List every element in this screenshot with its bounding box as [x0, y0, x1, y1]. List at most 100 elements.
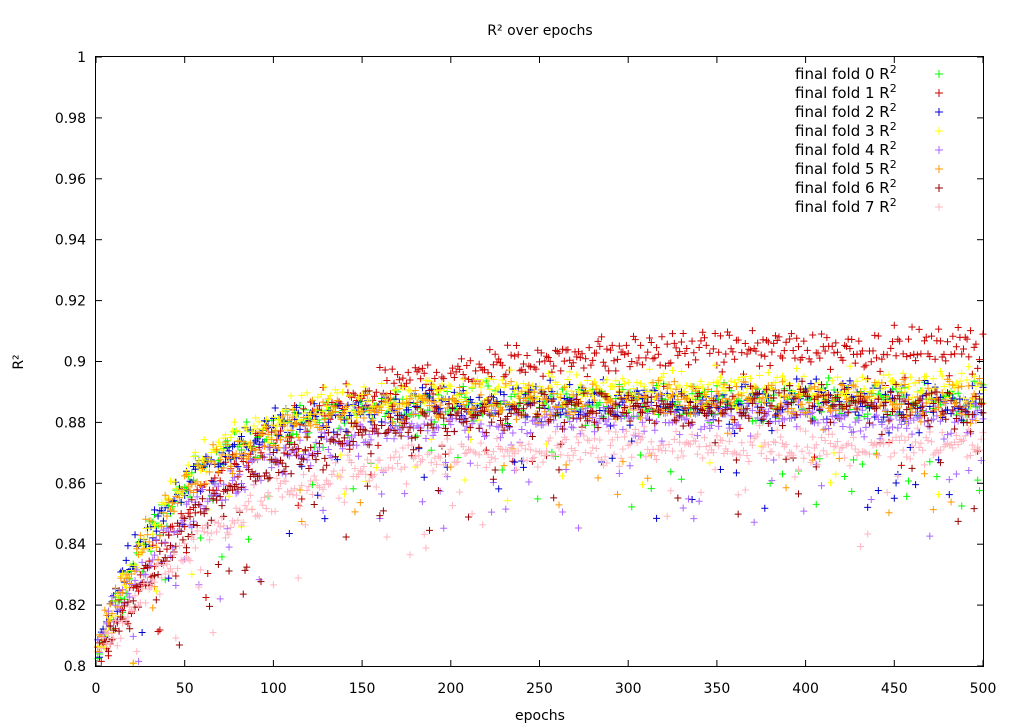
data-point [433, 403, 441, 411]
data-point [715, 442, 723, 450]
data-point [401, 490, 409, 498]
data-point [874, 415, 882, 423]
data-point [541, 452, 549, 460]
data-point [926, 428, 934, 436]
data-point [674, 351, 682, 359]
data-point [747, 432, 755, 440]
data-point [374, 429, 382, 437]
data-point [800, 337, 808, 345]
data-point [899, 375, 907, 383]
data-point [243, 563, 251, 571]
data-point [784, 400, 792, 408]
data-point [949, 332, 957, 340]
data-point [697, 488, 705, 496]
data-point [660, 441, 668, 449]
data-point [583, 400, 591, 408]
data-point [798, 354, 806, 362]
data-point [674, 494, 682, 502]
data-point [640, 423, 648, 431]
data-point [441, 395, 449, 403]
data-point [367, 450, 375, 458]
data-point [138, 548, 146, 556]
data-point [518, 426, 526, 434]
legend-marker [935, 165, 943, 173]
data-point [775, 451, 783, 459]
data-point [759, 394, 767, 402]
data-point [775, 412, 783, 420]
data-point [958, 369, 966, 377]
data-point [747, 346, 755, 354]
data-point [919, 387, 927, 395]
data-point [791, 473, 799, 481]
y-tick-label: 0.8 [64, 659, 86, 675]
data-point [225, 543, 233, 551]
data-point [285, 433, 293, 441]
data-point [395, 405, 403, 413]
data-point [445, 381, 453, 389]
data-point [369, 427, 377, 435]
data-point [614, 413, 622, 421]
data-point [837, 401, 845, 409]
data-point [622, 396, 630, 404]
data-point [161, 554, 169, 562]
data-point [621, 404, 629, 412]
data-point [127, 581, 135, 589]
data-point [337, 415, 345, 423]
data-point [897, 420, 905, 428]
data-point [436, 410, 444, 418]
data-point [402, 399, 410, 407]
data-point [468, 405, 476, 413]
data-point [401, 400, 409, 408]
data-point [520, 405, 528, 413]
x-tick-label: 150 [349, 681, 376, 697]
data-point [890, 494, 898, 502]
data-point [246, 491, 254, 499]
data-point [919, 402, 927, 410]
y-tick-label: 0.98 [55, 111, 86, 127]
data-point [862, 376, 870, 384]
data-point [736, 390, 744, 398]
data-point [264, 430, 272, 438]
data-point [757, 442, 765, 450]
data-point [665, 381, 673, 389]
data-point [658, 373, 666, 381]
data-point [975, 487, 983, 495]
data-point [608, 454, 616, 462]
data-point [892, 479, 900, 487]
data-point [413, 432, 421, 440]
data-point [851, 383, 859, 391]
data-point [324, 396, 332, 404]
data-point [271, 507, 279, 515]
data-point [408, 420, 416, 428]
data-point [638, 361, 646, 369]
data-point [184, 461, 192, 469]
data-point [250, 446, 258, 454]
data-point [688, 430, 696, 438]
data-point [676, 412, 684, 420]
data-point [621, 351, 629, 359]
data-point [181, 515, 189, 523]
data-point [275, 444, 283, 452]
data-point [718, 436, 726, 444]
data-point [624, 413, 632, 421]
data-point [195, 583, 203, 591]
data-point [218, 553, 226, 561]
data-point [575, 399, 583, 407]
data-point [472, 367, 480, 375]
data-point [954, 441, 962, 449]
data-point [567, 387, 575, 395]
data-point [103, 611, 111, 619]
data-point [186, 557, 194, 565]
data-point [732, 456, 740, 464]
data-point [129, 632, 137, 640]
data-point [713, 378, 721, 386]
data-point [846, 401, 854, 409]
data-point [873, 411, 881, 419]
data-point [378, 490, 386, 498]
data-point [294, 574, 302, 582]
data-point [301, 421, 309, 429]
data-point [917, 439, 925, 447]
data-point [429, 404, 437, 412]
data-point [248, 457, 256, 465]
y-tick-label: 0.88 [55, 415, 86, 431]
